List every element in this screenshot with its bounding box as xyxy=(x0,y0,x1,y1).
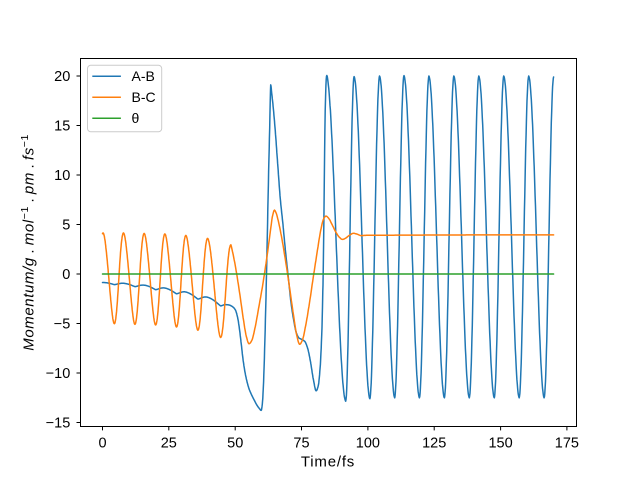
svg-text:−10: −10 xyxy=(46,366,71,382)
svg-text:15: 15 xyxy=(54,119,70,135)
svg-text:0: 0 xyxy=(98,436,106,452)
svg-text:Momentum/g . mol−1 . pm . fs−1: Momentum/g . mol−1 . pm . fs−1 xyxy=(19,134,37,351)
svg-text:125: 125 xyxy=(422,436,446,452)
svg-text:100: 100 xyxy=(356,436,380,452)
svg-text:75: 75 xyxy=(293,436,309,452)
svg-text:−15: −15 xyxy=(46,416,71,432)
svg-text:175: 175 xyxy=(555,436,579,452)
svg-text:50: 50 xyxy=(227,436,243,452)
svg-text:25: 25 xyxy=(161,436,177,452)
svg-text:5: 5 xyxy=(62,218,70,234)
svg-text:B-C: B-C xyxy=(132,89,156,105)
svg-text:10: 10 xyxy=(54,168,70,184)
svg-text:Time/fs: Time/fs xyxy=(301,453,355,470)
svg-text:−5: −5 xyxy=(54,317,71,333)
svg-text:20: 20 xyxy=(54,69,70,85)
svg-text:A-B: A-B xyxy=(132,68,155,84)
svg-text:θ: θ xyxy=(132,110,140,126)
svg-text:150: 150 xyxy=(488,436,512,452)
svg-text:0: 0 xyxy=(62,267,70,283)
